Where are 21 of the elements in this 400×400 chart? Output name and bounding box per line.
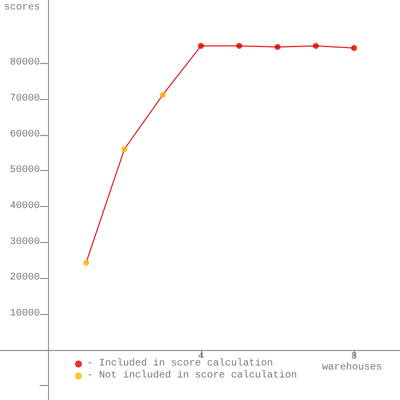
y-axis-title: scores xyxy=(4,2,40,14)
y-tick-label: 70000 xyxy=(10,93,40,104)
point xyxy=(83,260,90,266)
point xyxy=(312,42,319,49)
point xyxy=(160,92,166,98)
x-tick-label: 8 xyxy=(351,351,358,362)
y-tick-label: 60000 xyxy=(10,129,40,140)
y-tick-label: 30000 xyxy=(10,236,40,248)
y-tick-label: 40000 xyxy=(10,200,40,212)
point xyxy=(274,44,281,50)
point xyxy=(198,42,204,49)
y-tick-label: 20000 xyxy=(10,272,40,284)
x-axis-title: warehouses xyxy=(322,362,382,374)
point xyxy=(236,42,242,49)
y-tick-label: 80000 xyxy=(10,58,40,69)
point xyxy=(351,45,358,52)
y-tick-label: 10000 xyxy=(10,308,40,320)
legend-label: - Not included in score calculation xyxy=(87,370,298,382)
legend-label: - Included in score calculation xyxy=(87,358,274,370)
y-tick-label: 50000 xyxy=(10,165,40,176)
point xyxy=(121,146,128,152)
